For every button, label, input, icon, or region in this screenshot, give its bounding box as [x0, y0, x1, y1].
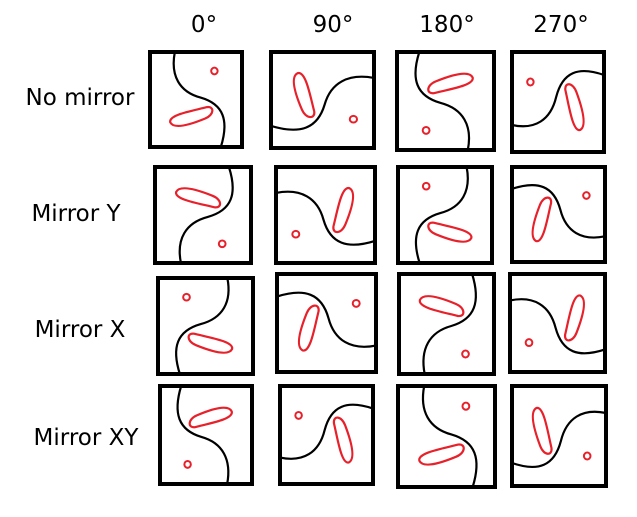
red-blob-shape [565, 84, 583, 130]
red-circle-marker [295, 412, 302, 419]
tile-frame [153, 165, 253, 265]
tile-mirror-x-270 [510, 274, 605, 372]
column-header-180: 180° [419, 12, 475, 38]
tile-no-mirror-90 [271, 52, 374, 148]
tile-frame [396, 384, 497, 489]
red-blob-shape [334, 418, 353, 463]
tile-mirror-y-180 [398, 167, 492, 263]
tile-curve [174, 52, 225, 147]
tile-curve [512, 412, 606, 467]
row-label-no-mirror: No mirror [25, 85, 135, 111]
tile-curve [271, 77, 374, 130]
red-blob-shape [176, 188, 220, 207]
tile-frame [158, 384, 254, 486]
red-circle-marker [211, 68, 217, 75]
tile-mirror-y-0 [155, 167, 251, 263]
red-blob-shape [533, 408, 552, 454]
tile-frame [508, 272, 607, 374]
tile-curve [510, 299, 605, 353]
red-circle-marker [183, 294, 190, 301]
red-circle-marker [350, 116, 357, 123]
tile-mirror-x-0 [158, 278, 253, 374]
column-header-270: 270° [533, 12, 589, 38]
column-header-90: 90° [312, 12, 354, 38]
tile-frame [395, 50, 496, 152]
red-blob-shape [533, 198, 552, 242]
red-blob-shape [189, 334, 233, 353]
tile-mirror-x-180 [399, 274, 494, 374]
red-blob-shape [294, 73, 315, 117]
red-circle-marker [423, 183, 430, 190]
red-circle-marker [219, 240, 226, 247]
tile-curve [415, 52, 469, 150]
tile-no-mirror-270 [512, 52, 604, 152]
tile-mirror-x-90 [277, 274, 376, 372]
red-circle-marker [184, 461, 190, 468]
red-circle-marker [423, 127, 430, 134]
red-circle-marker [583, 192, 590, 199]
red-circle-marker [584, 453, 591, 460]
tile-mirror-xy-90 [280, 386, 373, 484]
tile-mirror-xy-180 [398, 386, 495, 487]
red-blob-shape [170, 107, 212, 126]
tile-curve [416, 167, 468, 263]
tile-curve [276, 192, 375, 245]
tile-mirror-y-90 [276, 167, 375, 263]
tile-curve [512, 71, 604, 126]
row-label-mirror-xy: Mirror XY [33, 425, 139, 451]
tile-frame [156, 276, 255, 376]
tile-mirror-y-270 [512, 167, 605, 262]
red-circle-marker [462, 351, 469, 358]
tile-frame [274, 165, 377, 265]
tile-curve [423, 386, 477, 487]
tile-frame [269, 50, 376, 150]
tile-curve [512, 185, 605, 237]
tile-frame [278, 384, 375, 486]
row-label-mirror-x: Mirror X [34, 317, 126, 343]
tile-frame [396, 165, 494, 265]
red-blob-shape [565, 295, 584, 340]
row-label-mirror-y: Mirror Y [31, 201, 121, 227]
tile-no-mirror-0 [150, 52, 242, 147]
red-circle-marker [526, 339, 533, 346]
tile-curve [178, 386, 229, 484]
tile-frame [275, 272, 378, 374]
tile-frame [510, 50, 606, 154]
red-blob-shape [333, 188, 353, 232]
red-blob-shape [420, 296, 464, 316]
red-circle-marker [292, 231, 299, 238]
tile-frame [397, 272, 496, 376]
tile-frame [148, 50, 244, 149]
tile-curve [180, 167, 233, 263]
tile-frame [510, 165, 607, 264]
red-blob-shape [419, 445, 464, 465]
column-header-0: 0° [190, 12, 218, 38]
red-blob-shape [190, 408, 232, 428]
red-circle-marker [463, 403, 470, 410]
tile-mirror-xy-0 [160, 386, 252, 484]
red-circle-marker [353, 300, 360, 307]
tile-frame [510, 384, 608, 488]
red-blob-shape [428, 223, 471, 242]
red-circle-marker [527, 79, 533, 86]
tile-no-mirror-180 [397, 52, 494, 150]
tile-curve [176, 278, 228, 374]
red-blob-shape [299, 306, 319, 351]
tile-mirror-xy-270 [512, 386, 606, 486]
tile-curve [277, 293, 376, 347]
tile-curve [280, 405, 373, 459]
tile-curve [423, 274, 475, 374]
red-blob-shape [428, 74, 473, 94]
